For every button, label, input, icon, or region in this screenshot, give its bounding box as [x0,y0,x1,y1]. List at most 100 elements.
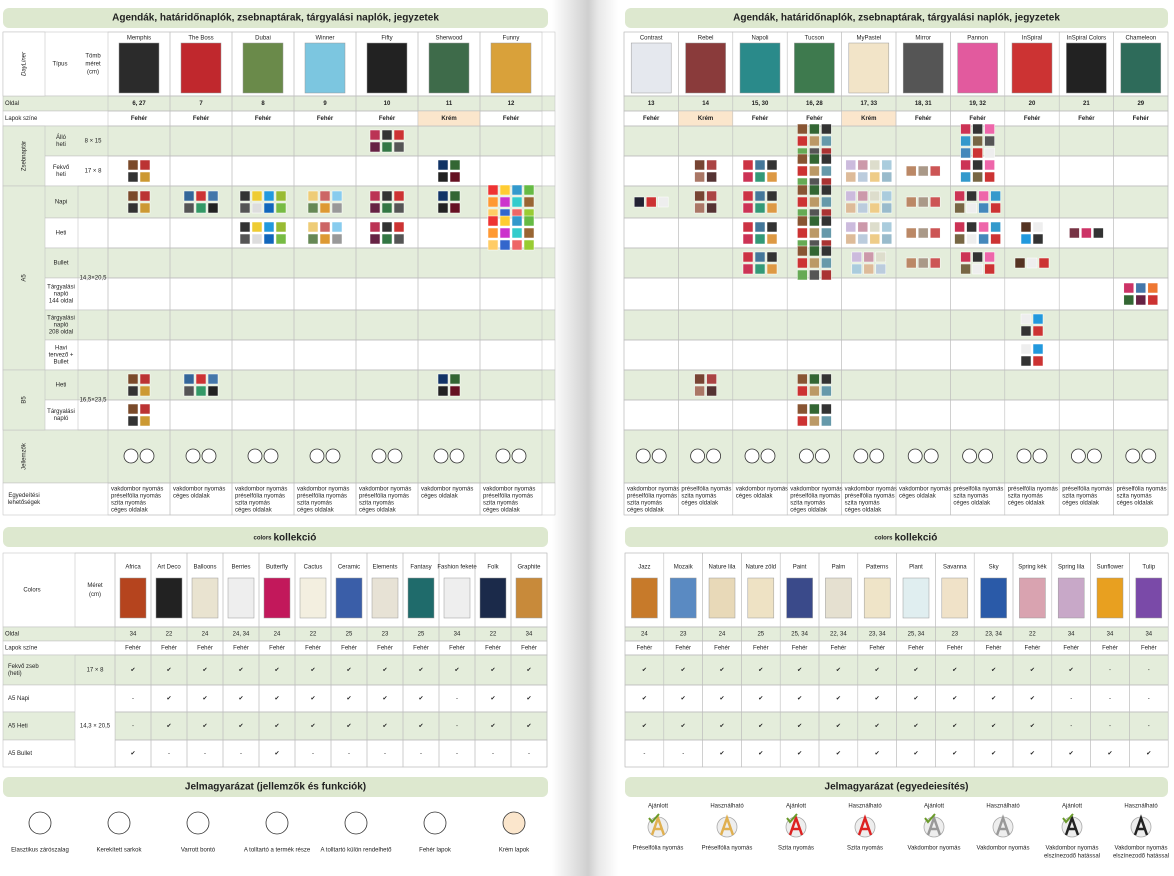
row-head: Lapok színe [5,646,38,652]
color-swatch [797,165,808,177]
color-swatch [797,257,808,269]
paper-color: Fehér [1024,116,1041,122]
row-head: Oldal [5,101,19,107]
availability: ✔ [875,751,880,757]
color-swatch [972,251,983,263]
availability: ✔ [758,751,763,757]
legend-label: Varrott bontó [181,848,216,854]
row-head: Bullet [53,360,68,366]
product-cover [1066,42,1107,94]
size: 17 × 8 [85,169,103,175]
color-swatch [393,141,405,153]
size-cell [77,369,109,431]
availability: ✔ [836,696,841,702]
availability: ✔ [758,696,763,702]
finishing-option: szita nyomás [111,501,146,507]
paper-color: Fehér [1078,116,1095,122]
availability: - [420,751,422,757]
product-name: Dubai [255,36,271,42]
color-swatch [754,202,766,214]
color-swatch [523,184,535,196]
paper-color: Fehér [1133,116,1150,122]
color-swatch [239,233,251,245]
color-swatch [1032,325,1044,337]
color-swatch [706,373,717,385]
legend-bar-title: Jelmagyarázat (egyedeiesítés) [825,782,969,793]
product-cover [669,577,697,619]
page-number: 22 [166,632,173,638]
color-swatch [809,196,820,208]
paper-color: Fehér [643,116,660,122]
color-swatch [139,171,151,183]
color-swatch [905,165,917,177]
page-number: 24 [641,632,648,638]
color-swatch [809,385,820,397]
row-head: Lapok színe [5,116,38,122]
color-swatch [1026,257,1038,269]
product-name: Plant [909,565,923,571]
product-cover [479,577,507,619]
color-swatch [207,385,219,397]
legend-icon-letter [1064,814,1080,836]
availability: ✔ [952,724,957,730]
color-swatch [972,171,983,183]
color-swatch [857,190,869,202]
product-name: Butterfly [266,565,288,571]
availability: ✔ [719,696,724,702]
product-name: Patterns [866,565,888,571]
color-swatch [881,202,893,214]
color-swatch [369,202,381,214]
color-swatch [393,190,405,202]
product-cover [428,42,470,94]
color-swatch [742,263,754,275]
feature-icon [387,448,403,464]
color-swatch [821,227,832,239]
product-name: Folk [487,565,499,571]
color-swatch [742,190,754,202]
finishing-option: préselfólia nyomás [1062,487,1112,493]
size: 14,3×20,5 [80,276,108,282]
color-swatch [239,190,251,202]
legend-rating: Ajánlott [786,804,806,810]
feature-icon [1016,448,1032,464]
color-swatch [809,165,820,177]
color-swatch [990,221,1001,233]
page-number: 24 [274,632,281,638]
color-swatch [239,221,251,233]
availability: ✔ [719,751,724,757]
color-swatch [381,233,393,245]
finishing-option: céges oldalak [790,508,828,514]
legend-label: Vakdombor nyomás [977,846,1030,852]
color-swatch [845,190,857,202]
availability: - [456,724,458,730]
color-swatch [319,202,331,214]
page-number: 17, 33 [860,101,877,107]
table-cell [479,482,543,516]
color-swatch [972,159,983,171]
page-number: 11 [446,101,453,107]
row-head: Heti [56,231,67,237]
page-number: 22 [490,632,497,638]
product-cover [1011,42,1053,94]
color-swatch [1032,343,1044,355]
availability: - [1070,696,1072,702]
paper-color: Fehér [521,646,537,652]
availability: ✔ [991,724,996,730]
color-swatch [954,202,965,214]
color-swatch [139,159,151,171]
color-swatch [990,233,1001,245]
color-swatch [263,233,275,245]
availability: ✔ [238,696,243,702]
page-number: 29 [1137,101,1144,107]
availability: ✔ [991,696,996,702]
color-swatch [797,196,808,208]
color-swatch [742,221,754,233]
legend-icon [423,811,447,835]
color-swatch [809,245,820,257]
row-head: napló [54,292,69,298]
product-name: Nature lila [708,565,736,571]
color-swatch [960,147,971,159]
page-number: 23 [951,632,958,638]
finishing-option: szita nyomás [359,501,394,507]
color-swatch [929,196,941,208]
